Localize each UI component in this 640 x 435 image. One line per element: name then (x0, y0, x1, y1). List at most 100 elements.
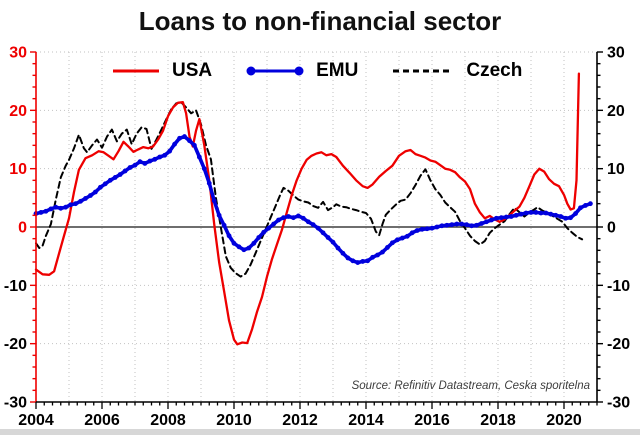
emu-series-marker (563, 215, 569, 221)
usa-line-swatch (113, 69, 159, 73)
emu-series-marker (355, 260, 361, 265)
x-axis-label: 2020 (546, 412, 582, 429)
emu-series-marker (201, 166, 207, 172)
emu-series-marker (167, 148, 173, 154)
emu-series-marker (573, 211, 578, 216)
emu-series-marker (503, 214, 509, 220)
emu-series-marker (73, 201, 78, 207)
emu-series-marker (206, 180, 212, 186)
emu-series-marker (256, 235, 262, 240)
x-axis-label: 2012 (282, 412, 318, 429)
legend-item-usa: USA (112, 60, 212, 82)
emu-series-marker (172, 141, 178, 147)
emu-series-marker (221, 222, 227, 228)
emu-series-marker (409, 230, 415, 236)
emu-series-marker (548, 211, 554, 217)
emu-series-marker (513, 212, 519, 218)
emu-series-marker (320, 230, 326, 236)
left-axis-label: -30 (4, 395, 27, 412)
x-axis-label: 2016 (414, 412, 450, 429)
emu-series-marker (523, 210, 529, 216)
emu-series-marker (261, 229, 267, 235)
emu-series-marker (390, 240, 395, 246)
emu-series-marker (335, 245, 341, 251)
emu-series-marker (58, 205, 64, 211)
emu-series-marker (102, 181, 108, 187)
emu-series-marker (117, 172, 123, 177)
emu-line-swatch (246, 66, 304, 76)
emu-series-marker (498, 215, 504, 221)
emu-series-marker (226, 233, 232, 239)
emu-series-marker (310, 222, 316, 228)
emu-series-marker (231, 240, 237, 246)
right-axis-label: 20 (607, 103, 625, 120)
emu-series-marker (127, 165, 133, 170)
emu-series-marker (533, 210, 539, 215)
emu-series-marker (182, 134, 187, 139)
x-axis-label: 2014 (348, 412, 384, 429)
emu-series-marker (474, 222, 479, 228)
emu-series-marker (93, 189, 98, 195)
emu-series-marker (78, 198, 83, 204)
legend: USA EMU Czech (112, 60, 522, 82)
czech-series-line (35, 101, 584, 278)
chart-title: Loans to non-financial sector (138, 6, 502, 36)
emu-series-marker (83, 196, 88, 201)
emu-series-marker (187, 138, 192, 144)
emu-series-marker (568, 215, 573, 221)
legend-label-czech: Czech (466, 60, 523, 81)
emu-series-marker (325, 235, 331, 240)
emu-series-marker (251, 240, 257, 246)
emu-series-marker (543, 210, 549, 216)
emu-series-marker (53, 204, 59, 210)
emu-series-marker (177, 135, 182, 141)
emu-series-marker (350, 258, 356, 264)
emu-series-marker (414, 228, 420, 233)
emu-series-marker (266, 225, 272, 231)
x-axis-label: 2006 (84, 412, 120, 429)
emu-series-marker (236, 244, 242, 250)
emu-series-marker (340, 250, 346, 256)
right-axis-label: 30 (607, 45, 625, 62)
left-axis-label: -20 (4, 336, 27, 353)
emu-series-marker (345, 255, 351, 261)
emu-series-marker (330, 239, 336, 245)
emu-series-marker (528, 210, 534, 215)
right-axis-label: -10 (607, 278, 630, 295)
emu-series-marker (578, 205, 583, 211)
emu-series-marker (518, 211, 524, 217)
emu-series-marker (271, 221, 276, 227)
emu-series-marker (449, 222, 455, 228)
emu-series-marker (142, 161, 148, 166)
legend-item-emu: EMU (246, 60, 358, 82)
emu-series-marker (538, 210, 544, 216)
emu-series-marker (246, 245, 252, 251)
emu-series-marker (291, 215, 296, 221)
legend-label-emu: EMU (316, 60, 359, 81)
emu-series-marker (286, 214, 291, 219)
right-axis-label: 10 (607, 161, 625, 178)
emu-series-marker (424, 226, 430, 232)
left-axis-label: 0 (18, 220, 27, 237)
left-axis-label: -10 (4, 278, 27, 295)
emu-series-marker (434, 224, 440, 230)
bottom-edge-strip (0, 429, 640, 435)
emu-series-marker (365, 258, 371, 264)
emu-series-marker (508, 214, 514, 219)
source-note: Source: Refinitiv Datastream, Ceska spor… (351, 380, 590, 392)
x-axis-label: 2018 (480, 412, 516, 429)
emu-series-marker (370, 254, 375, 260)
emu-series-marker (97, 184, 103, 190)
right-axis-label: -30 (607, 395, 630, 412)
emu-series-marker (484, 219, 489, 225)
emu-series-marker (444, 222, 450, 228)
emu-series-marker (211, 198, 217, 204)
emu-series-marker (38, 210, 44, 215)
emu-series-marker (281, 215, 286, 221)
emu-series-marker (157, 154, 163, 160)
left-axis-label: 30 (9, 45, 27, 62)
emu-series-marker (107, 177, 113, 183)
emu-series-marker (429, 225, 435, 231)
